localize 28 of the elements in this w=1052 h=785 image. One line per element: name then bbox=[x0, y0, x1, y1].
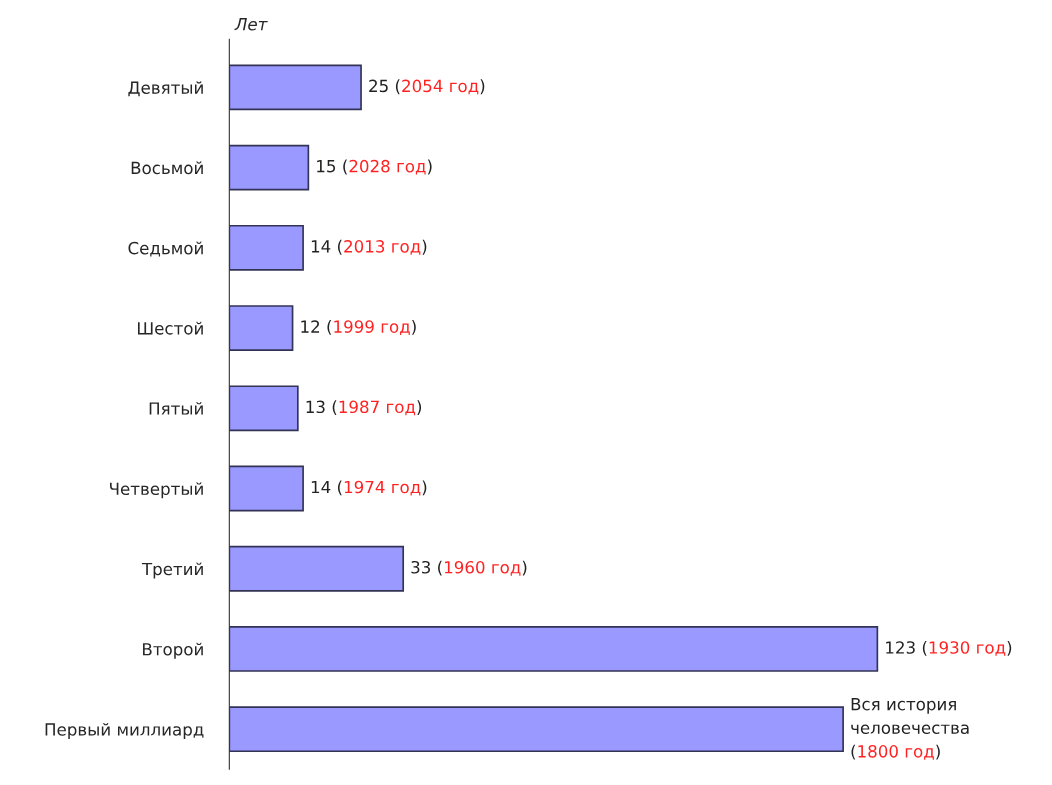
bar bbox=[229, 706, 844, 753]
data-label: 14 (2013 год) bbox=[311, 239, 427, 255]
bar bbox=[229, 144, 310, 191]
y-tick-label: Пятый bbox=[149, 402, 203, 415]
bar bbox=[229, 224, 304, 271]
y-tick-label: Четвертый bbox=[110, 482, 203, 499]
y-tick-label: Восьмой bbox=[131, 161, 203, 175]
bar bbox=[229, 305, 294, 351]
data-label: 15 (2028 год) bbox=[317, 159, 432, 175]
annotation: Вся история человечества (1800 год) bbox=[851, 698, 969, 760]
data-label: 12 (1999 год) bbox=[301, 320, 416, 335]
y-tick-label: Девятый bbox=[128, 81, 203, 97]
bar bbox=[229, 626, 879, 672]
y-tick-label: Шестой bbox=[137, 321, 203, 335]
y-tick-label: Первый миллиард bbox=[45, 722, 204, 739]
bar bbox=[229, 385, 299, 432]
x-axis-title: Лет bbox=[234, 18, 268, 31]
bar bbox=[229, 465, 304, 512]
y-tick-label: Седьмой bbox=[128, 241, 203, 257]
data-label: 33 (1960 год) bbox=[411, 560, 527, 576]
data-label: 123 (1930 год) bbox=[886, 640, 1012, 656]
data-label: 13 (1987 год) bbox=[306, 400, 422, 416]
bar bbox=[229, 545, 405, 592]
y-tick-label: Второй bbox=[143, 642, 203, 659]
bar bbox=[229, 64, 362, 111]
data-label: 14 (1974 год) bbox=[311, 480, 427, 496]
data-label: 25 (2054 год) bbox=[369, 79, 485, 95]
y-tick-label: Третий bbox=[141, 562, 203, 579]
